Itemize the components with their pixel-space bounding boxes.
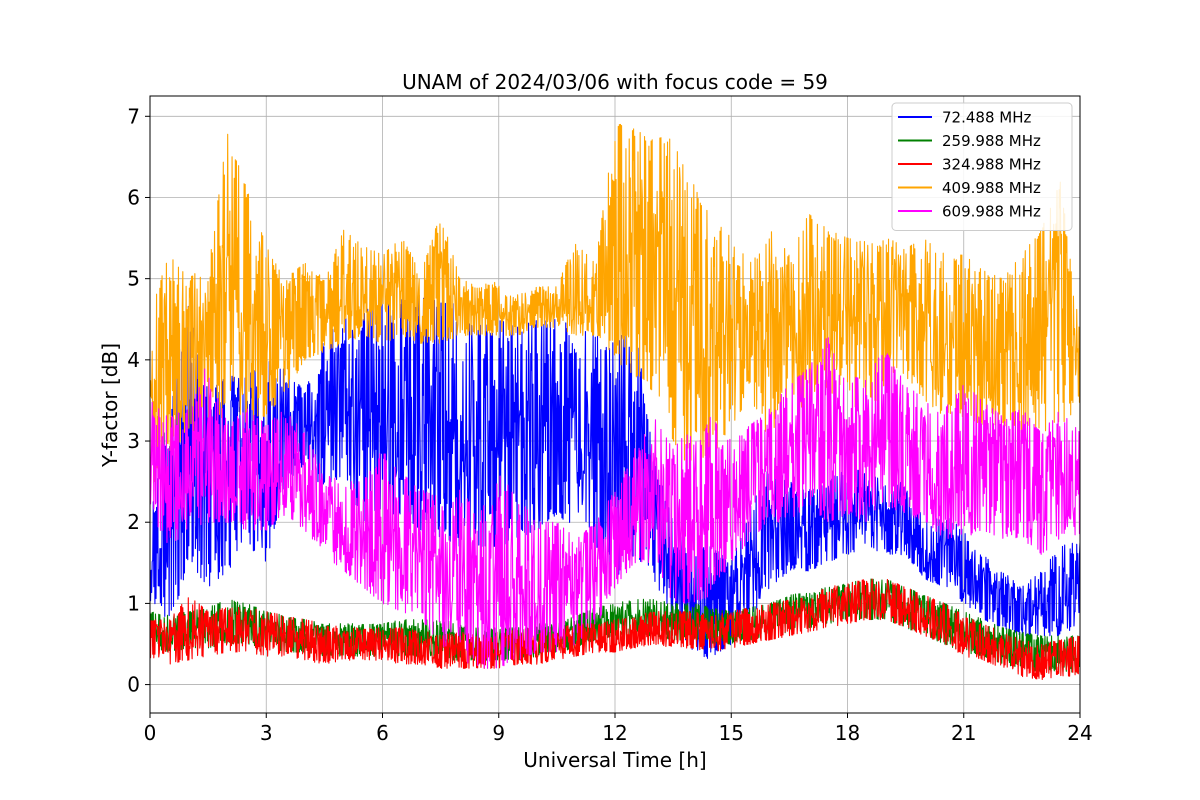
series-line-4 (150, 337, 1080, 669)
y-axis: 0 1 2 3 4 5 6 7 (127, 104, 150, 697)
y-tick-label: 0 (127, 673, 140, 697)
y-tick-label: 5 (127, 267, 140, 291)
x-tick-label: 24 (1067, 721, 1092, 745)
legend-box (891, 102, 1073, 231)
series-line-3 (150, 123, 1080, 484)
x-tick-label: 3 (260, 721, 273, 745)
y-tick-label: 6 (127, 185, 140, 209)
y-tick-label: 2 (127, 510, 140, 534)
legend: 72.488 MHz 259.988 MHz 324.988 MHz 409.9… (891, 102, 1073, 231)
series-line-2 (150, 578, 1080, 681)
x-axis-label: Universal Time [h] (523, 748, 706, 772)
series-layer (150, 123, 1080, 681)
x-tick-label: 18 (835, 721, 860, 745)
legend-entry-label: 324.988 MHz (942, 156, 1041, 174)
x-tick-label: 12 (602, 721, 627, 745)
x-tick-label: 0 (144, 721, 157, 745)
y-tick-label: 4 (127, 348, 140, 372)
x-tick-label: 6 (376, 721, 389, 745)
x-tick-label: 21 (951, 721, 976, 745)
y-axis-label: Y-factor [dB] (98, 343, 122, 468)
y-tick-label: 7 (127, 104, 140, 128)
y-tick-label: 1 (127, 591, 140, 615)
legend-entry-label: 72.488 MHz (942, 109, 1031, 127)
x-tick-label: 9 (492, 721, 505, 745)
y-tick-label: 3 (127, 429, 140, 453)
legend-entry-label: 259.988 MHz (942, 132, 1041, 150)
legend-entry-label: 609.988 MHz (942, 203, 1041, 221)
series-line-0 (150, 294, 1080, 659)
x-tick-label: 15 (719, 721, 744, 745)
chart-title: UNAM of 2024/03/06 with focus code = 59 (402, 70, 828, 94)
x-axis: 0 3 6 9 12 15 18 21 24 (144, 713, 1093, 745)
legend-entry-label: 409.988 MHz (942, 179, 1041, 197)
